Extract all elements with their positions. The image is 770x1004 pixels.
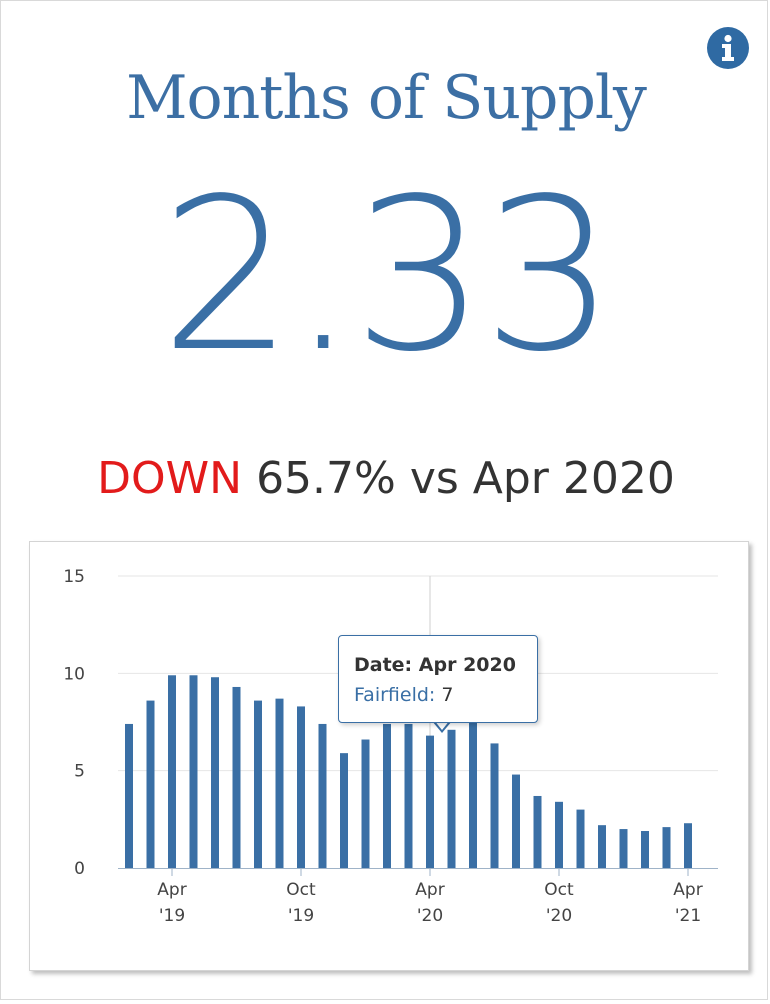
bar xyxy=(211,677,219,868)
change-direction: DOWN xyxy=(97,453,243,504)
bar xyxy=(318,723,327,868)
y-tick-label: 10 xyxy=(63,664,85,684)
bar xyxy=(340,753,348,868)
bar xyxy=(469,722,477,868)
x-tick-label-month: Apr xyxy=(673,880,702,900)
bar xyxy=(426,735,434,868)
bar xyxy=(189,675,198,868)
bar xyxy=(576,809,585,868)
bar xyxy=(512,774,520,868)
y-tick-label: 5 xyxy=(74,762,85,782)
x-tick-label-year: '19 xyxy=(159,906,185,926)
bar xyxy=(232,686,241,868)
bar xyxy=(619,829,628,868)
bar xyxy=(146,700,155,868)
tooltip-pointer-fill xyxy=(434,720,450,730)
bar xyxy=(254,700,262,868)
bar xyxy=(533,795,542,868)
info-icon xyxy=(722,34,734,61)
x-tick-label-month: Apr xyxy=(157,880,186,900)
x-tick-label-month: Oct xyxy=(286,880,316,900)
tooltip-value: 7 xyxy=(441,684,454,706)
bar xyxy=(598,825,606,868)
y-tick-label: 15 xyxy=(63,567,85,587)
x-tick-label-year: '20 xyxy=(546,906,572,926)
bar xyxy=(684,823,692,868)
bar xyxy=(404,723,413,868)
x-tick-label-month: Oct xyxy=(544,880,574,900)
bar xyxy=(125,723,133,868)
metric-title: Months of Supply xyxy=(126,63,647,133)
bar xyxy=(361,739,370,868)
x-tick-label-year: '21 xyxy=(675,906,701,926)
x-tick-label-year: '19 xyxy=(288,906,314,926)
metric-value: 2.33 xyxy=(160,153,616,398)
change-comparison: 65.7% vs Apr 2020 xyxy=(256,453,675,504)
bar xyxy=(555,801,563,868)
bar xyxy=(662,827,671,868)
change-summary: DOWN 65.7% vs Apr 2020 xyxy=(1,453,770,504)
x-tick-label-month: Apr xyxy=(415,880,444,900)
info-button[interactable] xyxy=(707,27,749,69)
bar xyxy=(447,729,456,868)
y-tick-label: 0 xyxy=(74,859,85,879)
bar xyxy=(641,831,649,868)
tooltip-series-label: Fairfield: xyxy=(354,684,436,706)
bar xyxy=(297,706,305,868)
chart-panel: 0 5 10 15 Apr '19 Oct '19 Apr '20 Oct '20 Apr '21 Dat… xyxy=(29,541,749,971)
bar xyxy=(383,723,391,868)
tooltip-date: Date: Apr 2020 xyxy=(354,654,516,676)
bar xyxy=(168,675,176,868)
chart-tooltip: Date: Apr 2020 Fairfield: 7 xyxy=(338,635,538,723)
bar-chart: 0 5 10 15 Apr '19 Oct '19 Apr '20 Oct '20 Apr '21 xyxy=(63,567,718,926)
bar xyxy=(275,698,284,868)
bar xyxy=(490,743,499,868)
x-tick-label-year: '20 xyxy=(417,906,443,926)
